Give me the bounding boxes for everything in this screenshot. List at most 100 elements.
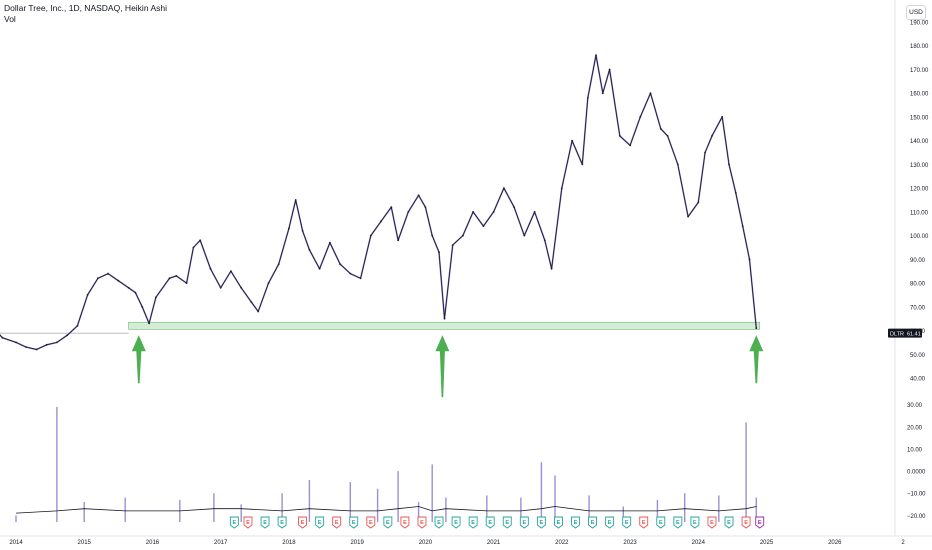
earnings-marker-icon[interactable] <box>400 516 410 529</box>
earnings-marker-icon[interactable] <box>639 516 649 529</box>
time-axis-label: 2022 <box>555 540 569 546</box>
earnings-marker-icon[interactable] <box>673 516 683 529</box>
price-axis-tick: 180.00 <box>910 44 929 50</box>
price-point <box>141 305 144 308</box>
price-point <box>0 334 1 337</box>
earnings-marker-label: E <box>386 520 390 526</box>
earnings-marker-icon[interactable] <box>502 516 512 529</box>
price-axis-tick: 170.00 <box>910 68 929 74</box>
volume-indicator-label[interactable]: Vol <box>4 14 16 24</box>
earnings-marker-label: E <box>454 520 458 526</box>
earnings-marker-icon[interactable] <box>588 516 597 529</box>
volume-bar <box>281 493 283 522</box>
time-axis-label: 2024 <box>692 540 706 546</box>
earnings-marker-icon[interactable] <box>553 516 563 529</box>
price-point <box>659 127 662 130</box>
price-point <box>676 163 679 166</box>
earnings-marker-icon[interactable] <box>243 516 253 529</box>
price-point <box>639 116 642 118</box>
price-point <box>380 220 382 223</box>
earnings-marker-icon[interactable] <box>332 516 342 529</box>
price-point <box>482 225 485 228</box>
price-axis-tick: 100.00 <box>910 234 929 240</box>
last-price-symbol: DLTR <box>890 331 904 337</box>
volume-bar <box>445 497 447 522</box>
price-point <box>748 258 751 261</box>
volume-bar <box>397 471 399 522</box>
volume-axis-tick: 20.00 <box>907 425 923 431</box>
price-point <box>513 206 515 209</box>
earnings-marker-label: E <box>505 520 509 526</box>
volume-axis-tick: 30.00 <box>907 403 923 409</box>
price-point <box>134 291 137 294</box>
price-point <box>288 227 290 230</box>
price-point <box>349 272 352 275</box>
earnings-marker-icon[interactable] <box>468 516 478 529</box>
volume-bar <box>83 502 85 522</box>
earnings-marker-icon[interactable] <box>519 516 529 529</box>
earnings-marker-icon[interactable] <box>451 516 461 529</box>
price-point <box>359 277 362 280</box>
earnings-marker-icon[interactable] <box>707 516 717 529</box>
earnings-marker-icon[interactable] <box>298 516 308 529</box>
earnings-marker-icon[interactable] <box>485 516 495 529</box>
time-axis-label: 2014 <box>9 540 23 546</box>
earnings-marker-icon[interactable] <box>349 516 359 529</box>
earnings-marker-label: E <box>608 520 612 526</box>
volume-bar <box>718 495 720 522</box>
earnings-marker-icon[interactable] <box>434 516 444 529</box>
price-point <box>308 248 311 251</box>
price-point <box>734 192 737 194</box>
time-axis-label: 2018 <box>282 540 296 546</box>
earnings-marker-label: E <box>488 520 492 526</box>
earnings-marker-icon[interactable] <box>383 516 393 529</box>
earnings-marker-icon[interactable] <box>571 516 580 529</box>
price-point <box>45 343 48 346</box>
earnings-marker-icon[interactable] <box>755 516 765 529</box>
price-axis-tick: 110.00 <box>910 210 929 216</box>
price-point <box>66 334 69 337</box>
earnings-marker-icon[interactable] <box>605 516 615 529</box>
price-point <box>397 239 399 242</box>
price-point <box>704 151 706 154</box>
price-point <box>543 239 546 242</box>
price-point <box>257 310 260 313</box>
earnings-marker-icon[interactable] <box>690 516 700 529</box>
earnings-marker-icon[interactable] <box>366 516 376 529</box>
chart-title: Dollar Tree, Inc., 1D, NASDAQ, Heikin As… <box>4 3 167 13</box>
price-point <box>390 206 393 209</box>
earnings-marker-icon[interactable] <box>741 516 751 529</box>
currency-button[interactable]: USD <box>906 5 926 20</box>
price-point <box>148 322 151 325</box>
earnings-marker-icon[interactable] <box>315 516 325 529</box>
volume-axis-tick: −20.00 <box>907 514 926 520</box>
earnings-marker-icon[interactable] <box>724 516 734 529</box>
earnings-marker-label: E <box>369 520 373 526</box>
earnings-marker-label: E <box>710 520 714 526</box>
price-point <box>451 244 454 247</box>
last-price-value: 61.41 <box>907 331 921 337</box>
volume-bar <box>540 462 543 522</box>
earnings-marker-icon[interactable] <box>656 516 666 529</box>
earnings-marker-icon[interactable] <box>277 516 287 529</box>
price-point <box>586 97 589 99</box>
earnings-marker-icon[interactable] <box>260 516 270 529</box>
earnings-marker-icon[interactable] <box>229 516 239 529</box>
volume-bar <box>308 479 311 522</box>
earnings-marker-icon[interactable] <box>536 516 546 529</box>
earnings-marker-label: E <box>659 520 663 526</box>
price-point <box>649 92 652 95</box>
earnings-marker-icon[interactable] <box>417 516 427 529</box>
price-point <box>728 163 730 166</box>
price-point <box>209 267 212 270</box>
volume-ma-line <box>15 506 757 514</box>
price-point <box>618 135 621 137</box>
price-point <box>185 282 188 284</box>
price-point <box>503 187 505 190</box>
volume-bar <box>588 495 590 522</box>
time-axis-label: 2025 <box>760 540 774 546</box>
price-point <box>595 54 597 57</box>
earnings-marker-icon[interactable] <box>622 516 632 529</box>
